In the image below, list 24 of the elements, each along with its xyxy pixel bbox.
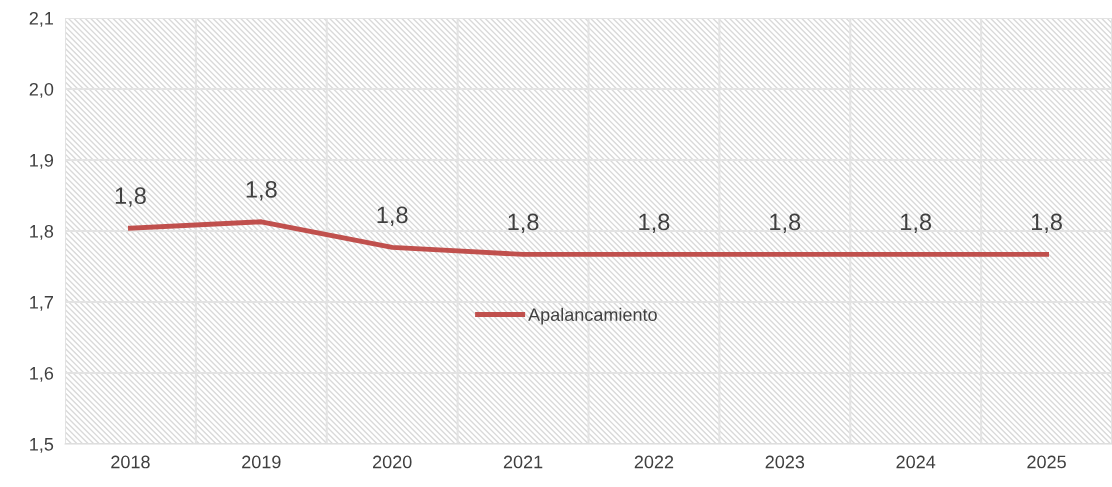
- y-tick-label: 1,7: [30, 296, 53, 311]
- x-tick-label: 2018: [111, 455, 150, 469]
- y-tick-label: 1,5: [30, 438, 54, 453]
- data-label: 1,8: [639, 213, 670, 234]
- y-tick-label: 1,9: [30, 153, 54, 169]
- data-label: 1,8: [770, 213, 801, 234]
- x-tick-label: 2022: [634, 455, 674, 469]
- y-tick-label: 2,1: [29, 11, 54, 27]
- data-label: 1,8: [1031, 213, 1062, 234]
- x-tick-label: 2025: [1027, 455, 1066, 469]
- x-tick-label: 2024: [896, 455, 936, 469]
- data-label: 1,8: [901, 213, 932, 234]
- data-label: 1,8: [115, 187, 146, 207]
- x-tick-label: 2021: [503, 455, 543, 469]
- x-tick-label: 2019: [242, 455, 281, 469]
- x-tick-label: 2023: [765, 455, 805, 469]
- data-label: 1,8: [377, 206, 408, 227]
- data-label: 1,8: [246, 180, 277, 201]
- y-tick-label: 1,8: [30, 224, 54, 240]
- y-tick-label: 2,0: [29, 82, 54, 98]
- legend-label: Apalancamiento: [528, 307, 657, 325]
- x-tick-label: 2020: [373, 455, 412, 469]
- data-label: 1,8: [508, 213, 539, 234]
- y-tick-label: 1,6: [30, 366, 54, 382]
